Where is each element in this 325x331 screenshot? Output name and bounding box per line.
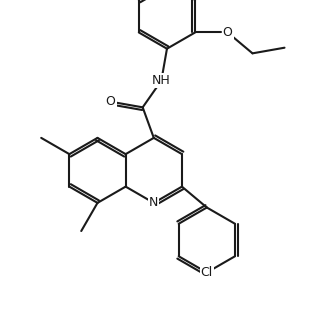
Text: Cl: Cl: [201, 266, 213, 279]
Text: O: O: [223, 26, 233, 39]
Text: NH: NH: [152, 74, 171, 87]
Text: N: N: [149, 196, 159, 210]
Text: O: O: [106, 95, 116, 108]
